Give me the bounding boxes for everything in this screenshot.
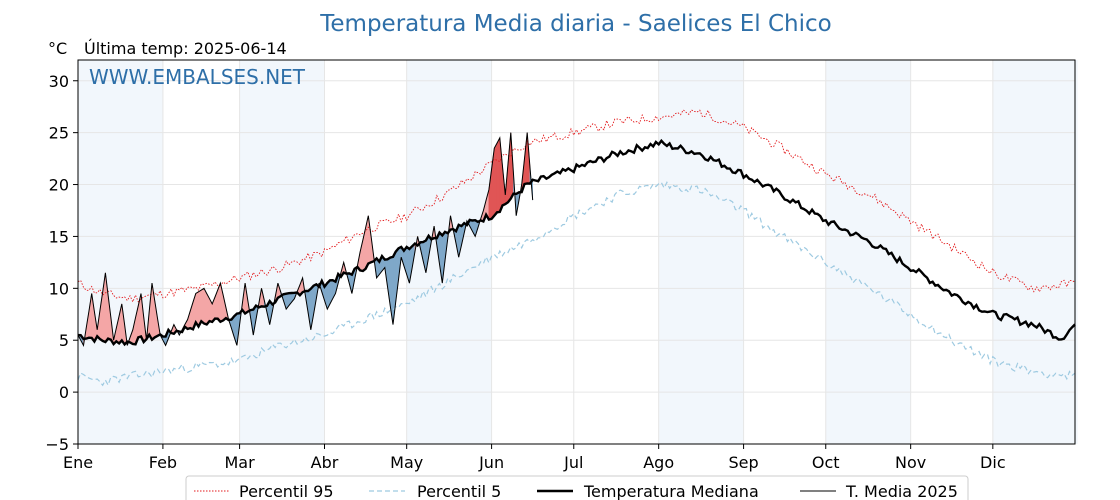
plot-area — [77, 60, 1078, 445]
y-tick-label: 30 — [49, 72, 69, 91]
legend-item-p5-label: Percentil 5 — [417, 482, 501, 500]
fill-above-median — [200, 287, 205, 325]
x-tick-label: Nov — [895, 453, 926, 472]
legend-item-p95-label: Percentil 95 — [239, 482, 334, 500]
x-tick-label: Abr — [311, 453, 339, 472]
y-tick-label: 15 — [49, 227, 69, 246]
legend-item-2025-label: T. Media 2025 — [845, 482, 958, 500]
x-tick-label: Jun — [478, 453, 504, 472]
y-tick-label: 20 — [49, 176, 69, 195]
month-band — [406, 60, 492, 444]
y-tick-label: 5 — [59, 331, 69, 350]
month-band — [78, 60, 163, 444]
x-tick-label: Mar — [225, 453, 256, 472]
x-tick-label: Jul — [563, 453, 583, 472]
y-tick-label: 10 — [49, 279, 69, 298]
month-band — [992, 60, 1078, 444]
x-tick-label: Feb — [149, 453, 177, 472]
y-tick-label: −5 — [45, 435, 69, 454]
y-tick-label: 25 — [49, 124, 69, 143]
x-tick-label: Oct — [812, 453, 840, 472]
watermark: WWW.EMBALSES.NET — [89, 65, 306, 89]
x-tick-label: Dic — [980, 453, 1006, 472]
fill-above-median — [496, 137, 501, 213]
x-tick-label: Sep — [729, 453, 759, 472]
x-tick-label: Ene — [63, 453, 93, 472]
x-tick-label: Ago — [643, 453, 674, 472]
chart-title: Temperatura Media diaria - Saelices El C… — [319, 11, 831, 37]
unit-label: °C — [48, 39, 67, 58]
legend-box — [185, 475, 969, 500]
month-band — [825, 60, 911, 444]
series-p95-line — [77, 109, 1076, 303]
series-p5-line — [77, 181, 1076, 387]
plot-frame — [77, 59, 1076, 445]
x-tick-label: May — [390, 453, 423, 472]
month-band — [658, 60, 744, 444]
last-temp-label: Última temp: 2025-06-14 — [84, 39, 287, 58]
legend: Percentil 95 Percentil 5 Temperatura Media… — [185, 475, 969, 500]
series-median-line — [77, 138, 1076, 347]
month-band — [239, 60, 325, 444]
series-2025-line — [77, 132, 534, 347]
fill-above-median — [494, 142, 498, 217]
legend-item-median-label: Temperatura Mediana — [583, 482, 759, 500]
y-tick-label: 0 — [59, 383, 69, 402]
